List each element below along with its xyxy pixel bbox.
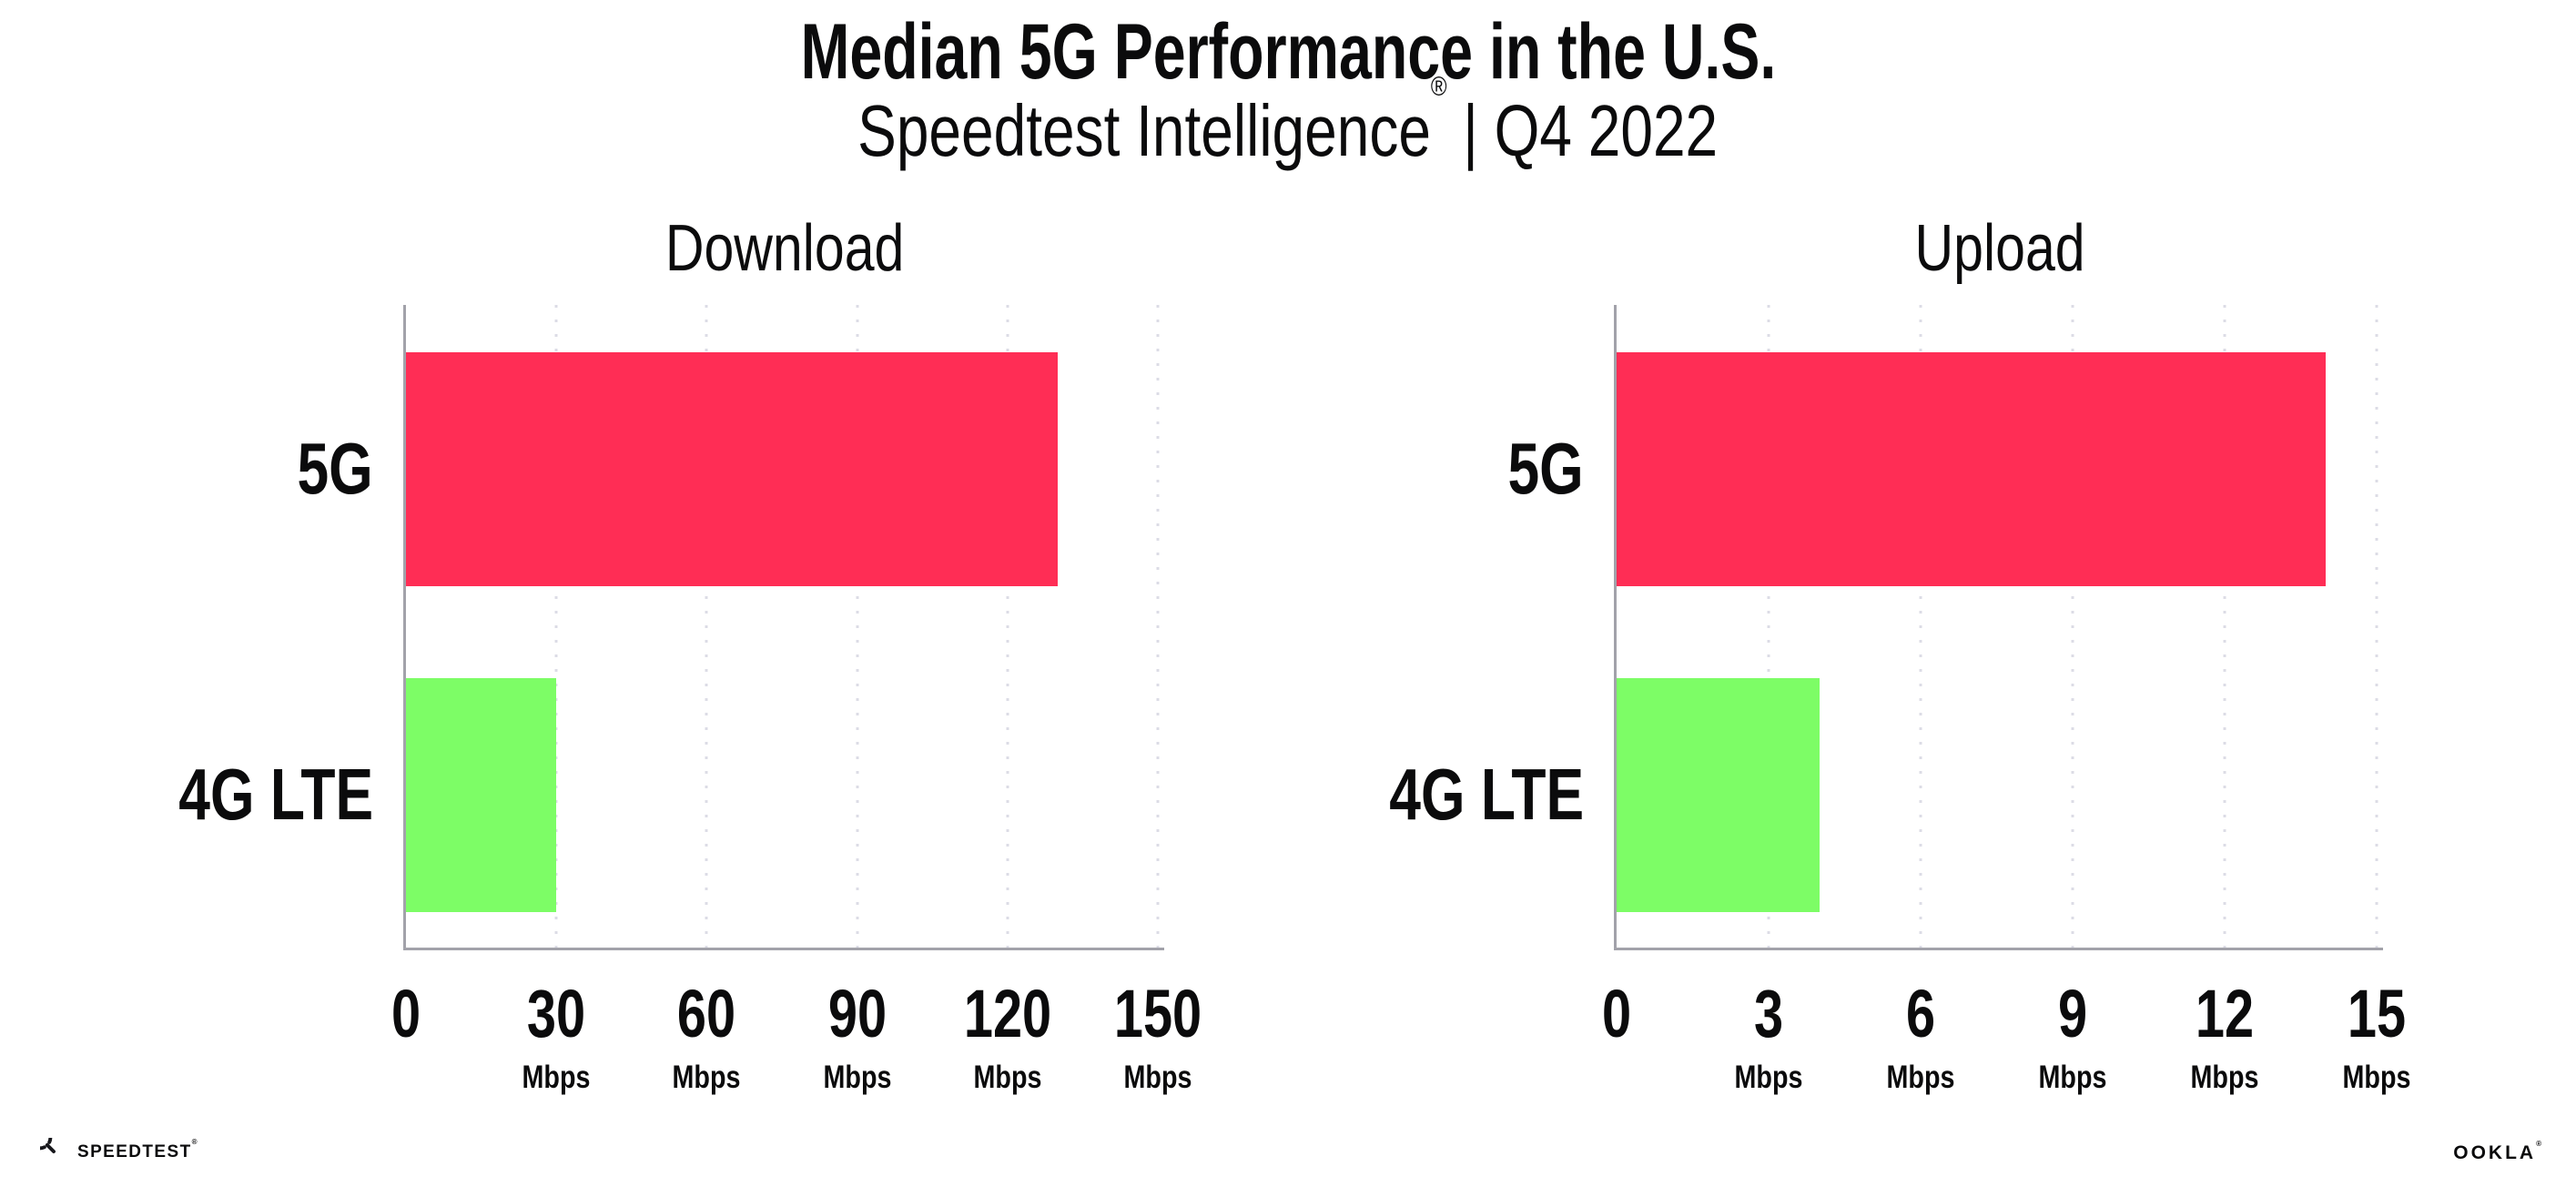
gridline [1156,305,1160,948]
x-tick: 6 Mbps [1886,976,1955,1095]
speedtest-wordmark: SPEEDTEST® [77,1138,198,1161]
x-tick: 3 Mbps [1734,976,1803,1095]
row-label-5g: 5G [1507,428,1584,509]
gridline [1006,305,1009,948]
row-label-4g-lte: 4G LTE [1389,754,1584,835]
x-tick: 0 [390,976,421,1051]
subtitle-period: | Q4 2022 [1463,90,1719,171]
gridline [2375,305,2378,948]
x-tick: 30 Mbps [522,976,591,1095]
registered-mark: ® [2536,1140,2541,1148]
gridline [554,305,558,948]
x-tick: 90 Mbps [823,976,892,1095]
gridline [1767,305,1770,948]
download-chart: Download 5G 4G LTE 0 30 Mbps 60 Mbps 90 … [178,216,1202,1093]
ookla-logo: OOKLA® [2453,1140,2541,1163]
x-tick: 120 Mbps [963,976,1051,1095]
gridline [2071,305,2074,948]
ookla-wordmark: OOKLA® [2453,1140,2541,1163]
page-title-text: Median 5G Performance in the U.S. [800,8,1776,96]
bar-4g-lte-upload [1617,678,1820,912]
bar-4g-lte-download [406,678,557,912]
row-label-5g: 5G [297,428,373,509]
upload-chart-title: Upload [1914,212,2085,285]
x-tick: 9 Mbps [2038,976,2107,1095]
x-tick: 150 Mbps [1113,976,1202,1095]
speedtest-logo: SPEEDTEST® [40,1138,197,1165]
x-tick: 12 Mbps [2190,976,2259,1095]
x-tick: 15 Mbps [2342,976,2411,1095]
page-title: Median 5G Performance in the U.S. [0,13,2576,91]
download-plot-area: 5G 4G LTE 0 30 Mbps 60 Mbps 90 Mbps 120 … [178,305,1202,1093]
page-subtitle: Speedtest Intelligence®| Q4 2022 [0,74,2576,167]
registered-mark: ® [1431,72,1447,103]
gridline [1919,305,1922,948]
bar-5g-download [406,352,1058,586]
x-tick: 0 [1601,976,1632,1051]
gridline [856,305,859,948]
gridline [705,305,708,948]
x-tick: 60 Mbps [672,976,741,1095]
subtitle-brand: Speedtest Intelligence [857,90,1432,171]
upload-plot-area: 5G 4G LTE 0 3 Mbps 6 Mbps 9 Mbps 12 Mbps… [1389,305,2410,1093]
download-chart-title: Download [665,212,905,285]
gridline [2223,305,2226,948]
upload-chart: Upload 5G 4G LTE 0 3 Mbps 6 Mbps 9 Mbps [1389,216,2410,1093]
registered-mark: ® [191,1138,198,1147]
row-label-4g-lte: 4G LTE [178,754,373,835]
speedtest-gauge-icon [40,1138,56,1153]
bar-5g-upload [1617,352,2327,586]
